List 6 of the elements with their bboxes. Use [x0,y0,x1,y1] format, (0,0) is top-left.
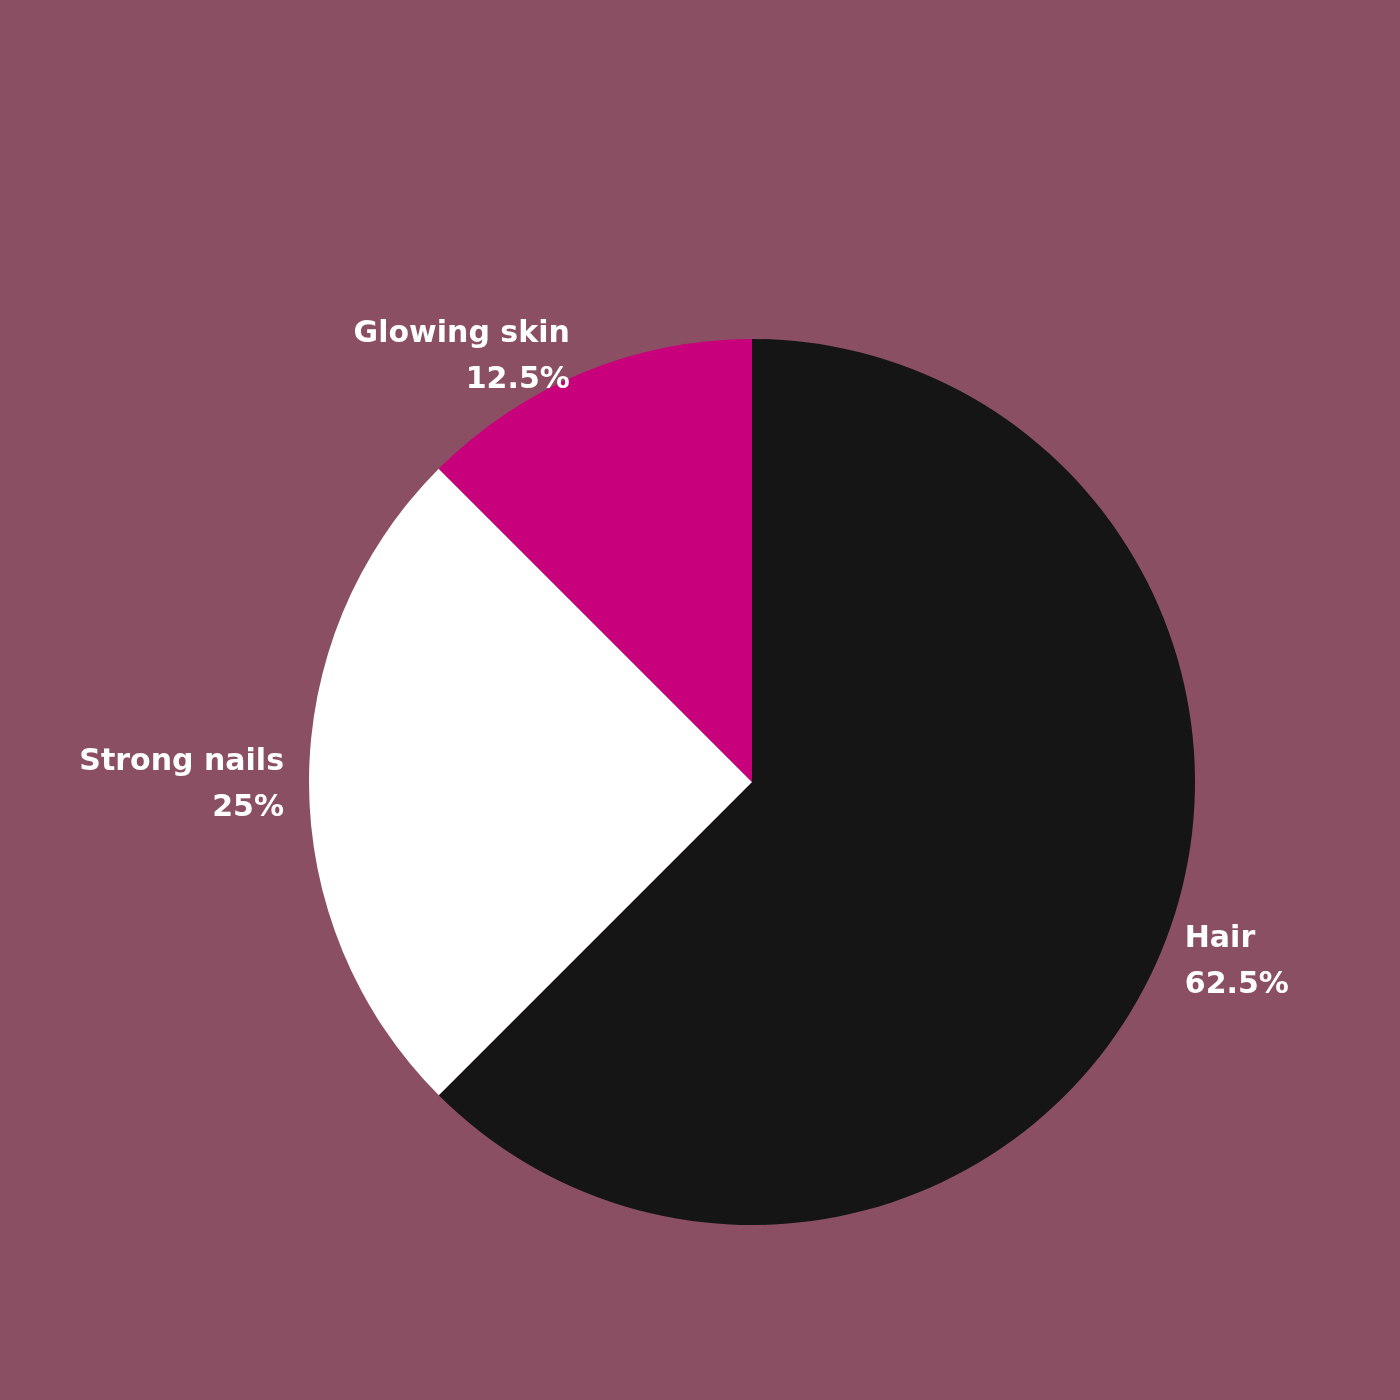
data-label: 25% [212,787,284,823]
slice-label: Hair [1184,918,1256,954]
slice-label: Glowing skin [353,313,570,349]
data-label: 12.5% [465,359,570,395]
data-label: 62.5% [1184,964,1289,1000]
slice-label: Strong nails [79,741,284,777]
